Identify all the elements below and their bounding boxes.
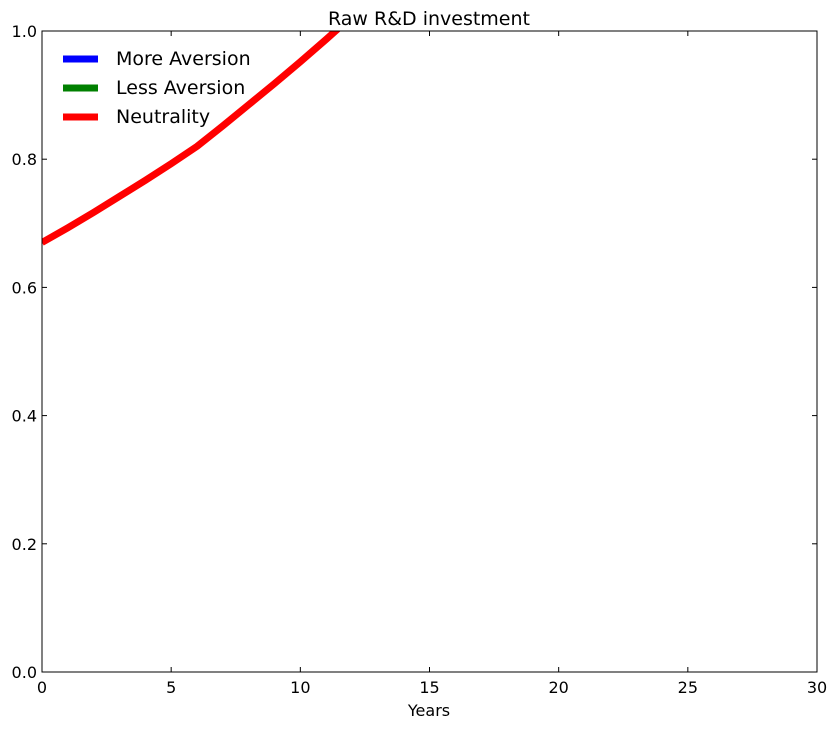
- series-line-neutrality: [42, 31, 341, 246]
- x-axis-label: Years: [407, 701, 450, 720]
- ticks-layer: 0 5 10 15 20 25 30 0.0 0.2 0.4 0.6 0.8 1.0: [12, 22, 828, 697]
- legend-label-more-aversion: More Aversion: [116, 48, 251, 70]
- x-tick-label: 30: [807, 678, 827, 697]
- legend: More Aversion Less Aversion Neutrality: [63, 48, 251, 128]
- x-tick-label: 25: [678, 678, 698, 697]
- y-tick-label: 0.2: [12, 535, 37, 554]
- chart-title: Raw R&D investment: [328, 8, 530, 30]
- y-tick-label: 0.0: [12, 663, 37, 682]
- x-tick-label: 20: [548, 678, 568, 697]
- y-tick-label: 0.6: [12, 278, 37, 297]
- x-tick-label: 5: [166, 678, 176, 697]
- series-layer: [42, 31, 341, 246]
- y-tick-label: 0.4: [12, 407, 37, 426]
- x-tick-label: 15: [419, 678, 439, 697]
- y-tick-label: 0.8: [12, 150, 37, 169]
- y-tick-label: 1.0: [12, 22, 37, 41]
- x-tick-label: 10: [290, 678, 310, 697]
- legend-label-less-aversion: Less Aversion: [116, 77, 245, 99]
- legend-label-neutrality: Neutrality: [116, 106, 210, 128]
- x-tick-label: 0: [37, 678, 47, 697]
